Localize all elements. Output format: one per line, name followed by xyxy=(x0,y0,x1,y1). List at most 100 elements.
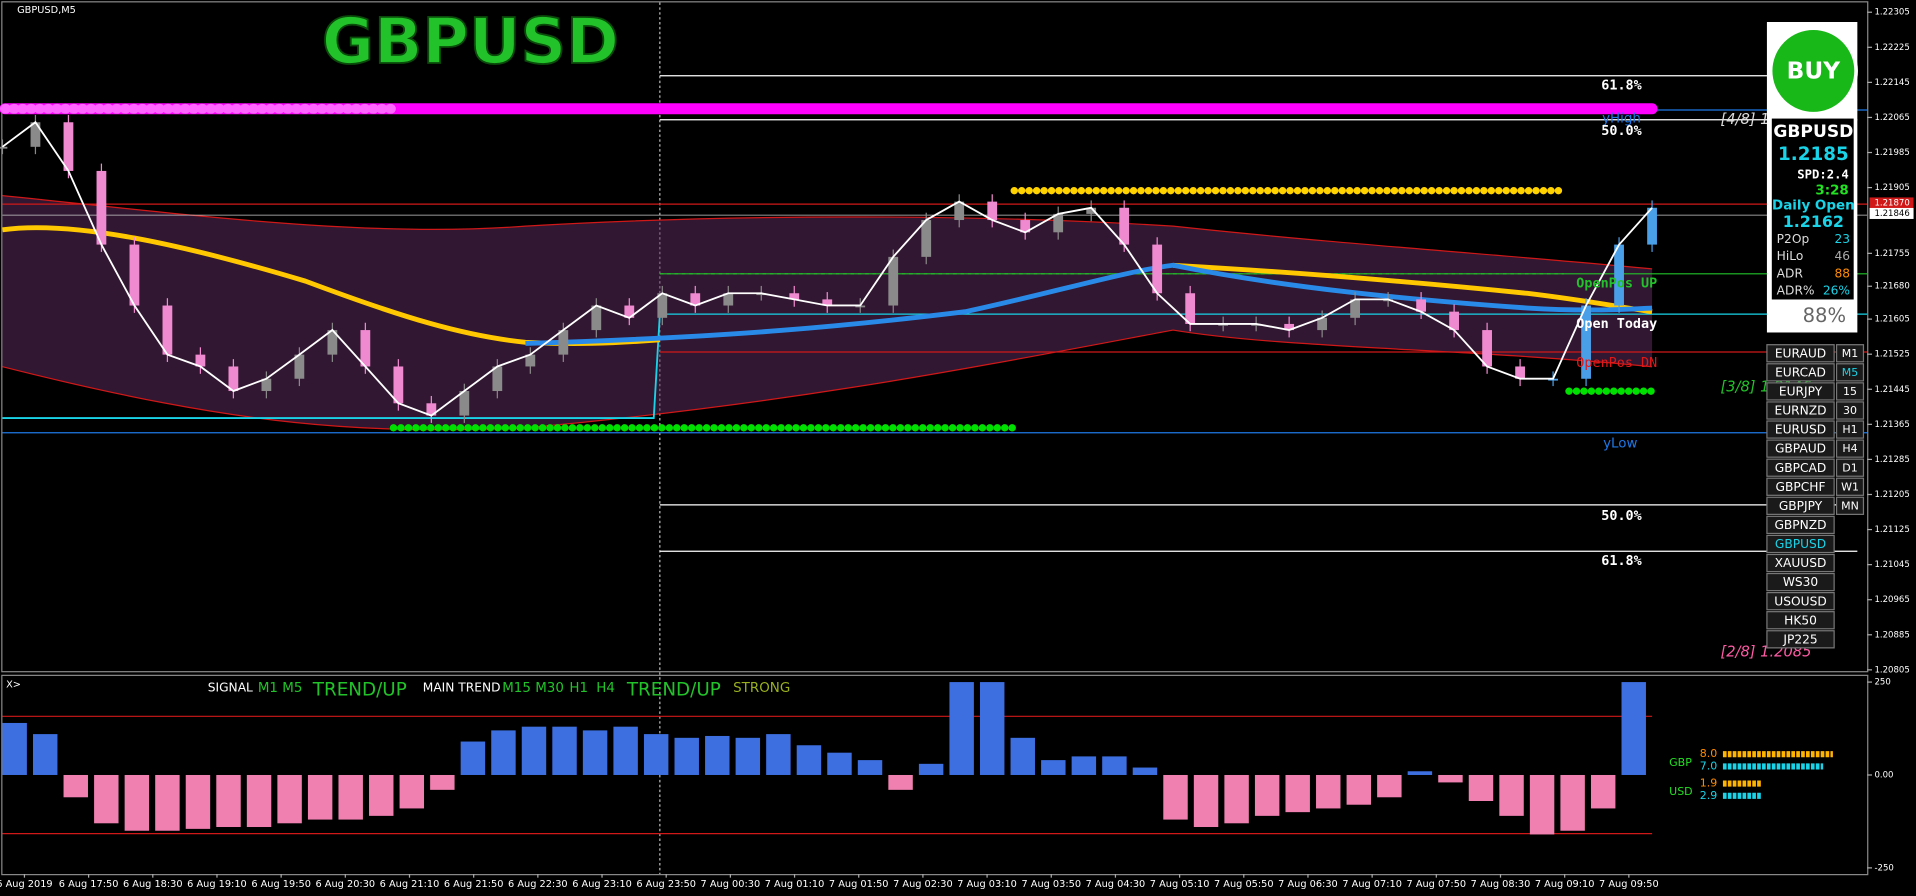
symbol-label: EURCAD xyxy=(1775,365,1826,379)
histogram-bar xyxy=(1438,774,1463,783)
panel-symbol: GBPUSD xyxy=(1773,122,1853,142)
candle xyxy=(1218,323,1229,326)
symbol-button[interactable] xyxy=(1766,515,1835,535)
price-tick-label: 1.21365 xyxy=(1874,420,1909,430)
time-label: 6 Aug 17:50 xyxy=(59,879,119,890)
panel-box xyxy=(1771,118,1854,300)
symbol-label: GBPCAD xyxy=(1775,461,1827,475)
candle xyxy=(30,122,41,147)
currency-value: 2.9 xyxy=(1700,789,1717,802)
candle xyxy=(558,330,569,355)
symbol-button[interactable] xyxy=(1766,534,1835,554)
price-tick-label: 1.21905 xyxy=(1874,183,1909,193)
open-today-label: Open Today xyxy=(1576,317,1657,332)
histogram-bar xyxy=(1499,774,1524,816)
timeframe-label: H1 xyxy=(1842,423,1857,436)
open-pos-label: OpenPos UP xyxy=(1576,277,1657,292)
timeframe-button[interactable] xyxy=(1835,439,1865,458)
fib-label: 50.0% xyxy=(1601,124,1641,139)
histogram-bar xyxy=(766,734,791,775)
histogram-bar xyxy=(827,752,852,775)
symbol-label: XAUUSD xyxy=(1775,556,1827,570)
time-label: 7 Aug 06:30 xyxy=(1278,879,1338,890)
symbol-button[interactable] xyxy=(1766,344,1835,363)
candle xyxy=(1548,378,1558,381)
panel-spread: SPD:2.4 xyxy=(1797,167,1848,181)
timeframe-button[interactable] xyxy=(1835,382,1865,401)
stat-name: HiLo xyxy=(1777,249,1804,263)
symbol-button[interactable] xyxy=(1766,572,1835,592)
currency-value: 7.0 xyxy=(1700,759,1717,772)
candle xyxy=(1086,207,1097,214)
time-label: 7 Aug 08:30 xyxy=(1471,879,1531,890)
price-tick-label: 1.22145 xyxy=(1874,78,1909,88)
time-label: 7 Aug 00:30 xyxy=(701,879,761,890)
symbol-button[interactable] xyxy=(1766,458,1835,477)
histogram-bar xyxy=(430,774,455,790)
price-tick-label: 1.21525 xyxy=(1874,350,1909,360)
envelope-top xyxy=(2,194,1653,270)
timeframe-button[interactable] xyxy=(1835,496,1865,515)
indicator-prefix: X> xyxy=(6,680,21,691)
buy-button[interactable] xyxy=(1768,26,1858,116)
symbol-button[interactable] xyxy=(1766,477,1835,496)
stat-value: 88 xyxy=(1834,266,1850,280)
timeframe-button[interactable] xyxy=(1835,458,1865,477)
fib-label: 61.8% xyxy=(1601,79,1641,94)
price-tick-label: 1.21285 xyxy=(1874,455,1909,465)
time-label: 7 Aug 05:10 xyxy=(1150,879,1210,890)
candle xyxy=(261,378,272,392)
timeframe-label: M1 xyxy=(1842,347,1858,360)
stat-name: ADR xyxy=(1777,266,1804,280)
price-marker-label: 1.21870 xyxy=(1874,198,1909,208)
symbol-timeframe: GBPUSD,M5 xyxy=(17,5,76,16)
candle xyxy=(987,201,998,221)
symbol-button[interactable] xyxy=(1766,630,1835,649)
candle xyxy=(1647,207,1657,245)
histogram-bar xyxy=(1316,774,1341,809)
candle xyxy=(855,305,866,308)
fib-label: 50.0% xyxy=(1601,509,1641,524)
histogram-bar xyxy=(582,730,608,775)
histogram-bar xyxy=(1041,760,1066,775)
timeframe-button[interactable] xyxy=(1835,344,1865,363)
timeframe-button[interactable] xyxy=(1835,401,1865,420)
main-label: MAIN TREND xyxy=(423,681,501,695)
indicator-tick-label: 0.00 xyxy=(1874,770,1893,780)
symbol-button[interactable] xyxy=(1766,420,1835,439)
currency-name: GBP xyxy=(1669,756,1692,769)
stat-value: 46 xyxy=(1834,249,1850,263)
time-label: 6 Aug 19:10 xyxy=(187,879,247,890)
symbol-button[interactable] xyxy=(1766,439,1835,458)
histogram-bar xyxy=(460,741,486,775)
time-label: 7 Aug 03:10 xyxy=(957,879,1017,890)
candle xyxy=(426,403,437,416)
symbol-button[interactable] xyxy=(1766,382,1835,401)
timeframe-label: 15 xyxy=(1843,385,1857,398)
candle xyxy=(525,354,536,367)
symbol-button[interactable] xyxy=(1766,401,1835,420)
timeframe-button[interactable] xyxy=(1835,420,1865,439)
histogram-bar xyxy=(979,682,1005,775)
candle xyxy=(1515,366,1525,379)
histogram-bar xyxy=(1346,774,1372,805)
candle xyxy=(459,391,470,416)
fib-label: 61.8% xyxy=(1601,554,1641,569)
time-label: 6 Aug 20:30 xyxy=(316,879,376,890)
timeframe-button[interactable] xyxy=(1835,477,1865,496)
histogram-bar xyxy=(552,726,577,775)
indicator-tick-label: -250 xyxy=(1874,863,1893,873)
symbol-button[interactable] xyxy=(1766,553,1835,573)
symbol-button[interactable] xyxy=(1766,363,1835,382)
symbol-button[interactable] xyxy=(1766,611,1835,630)
symbol-button[interactable] xyxy=(1766,496,1835,515)
symbol-button[interactable] xyxy=(1766,591,1835,611)
candle xyxy=(1020,220,1031,233)
price-tick-label: 1.20805 xyxy=(1874,665,1909,675)
timeframe-button[interactable] xyxy=(1835,363,1865,382)
timeframe-label: H4 xyxy=(1842,442,1857,455)
histogram-bar xyxy=(1529,774,1555,835)
histogram-bar xyxy=(2,722,27,775)
candle xyxy=(393,366,404,404)
